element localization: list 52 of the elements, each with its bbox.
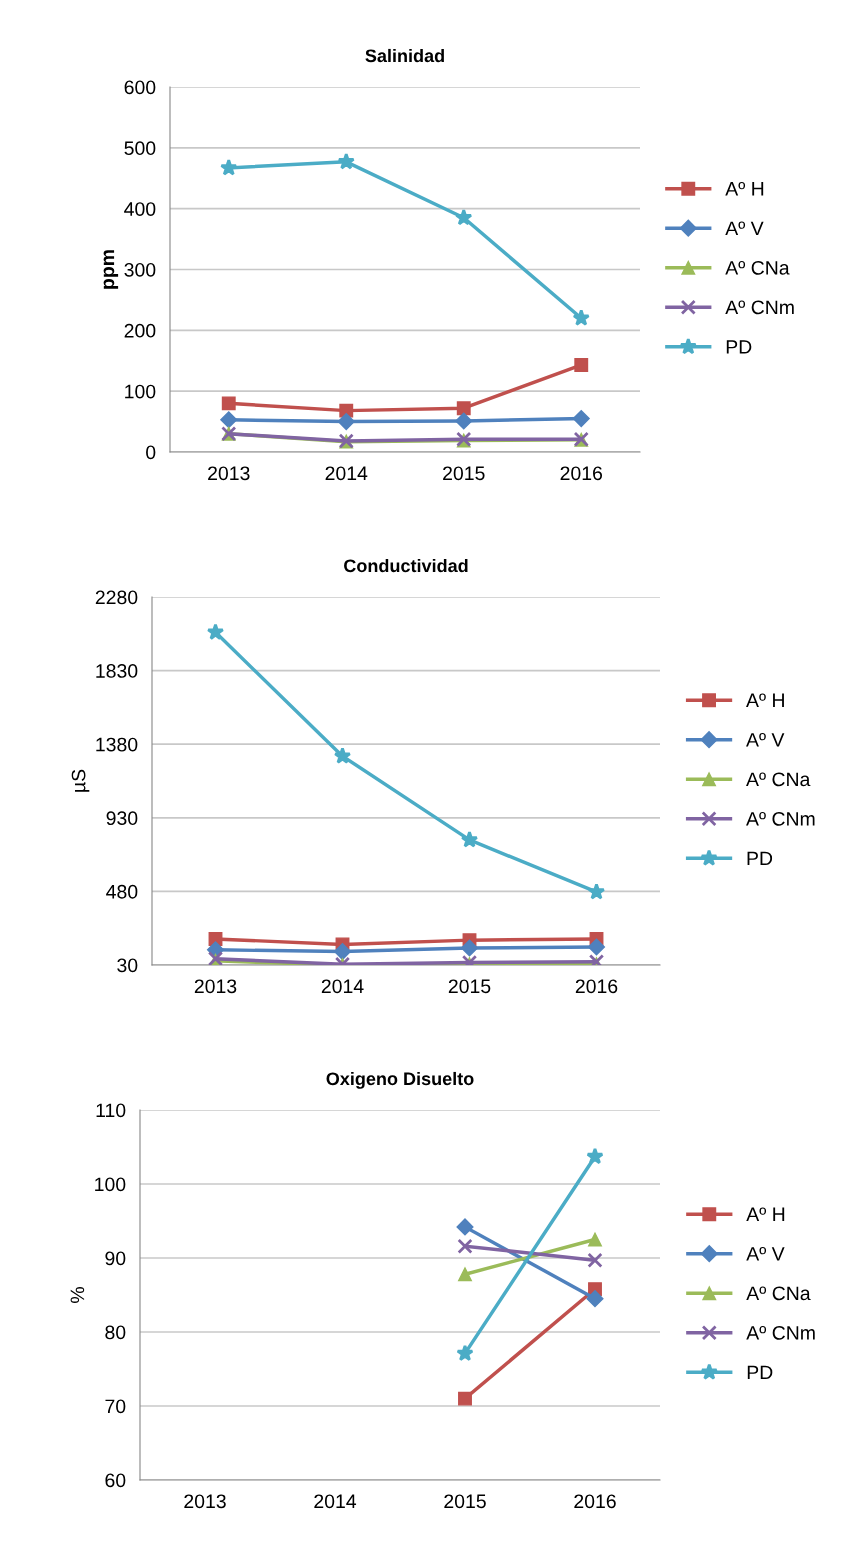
y-tick-label: 500 <box>124 141 156 156</box>
y-tick-label: 90 <box>105 1251 126 1266</box>
legend-label: Aº V <box>746 1246 785 1261</box>
legend-label: Aº CNm <box>725 300 794 315</box>
legend-label: Aº V <box>746 732 785 747</box>
legend-label: Aº H <box>746 693 784 707</box>
legend-label: Aº CNm <box>746 1325 815 1340</box>
x-tick-label: 2015 <box>448 979 491 994</box>
legend-label: Aº H <box>725 181 764 196</box>
y-axis-title: µS <box>71 769 90 792</box>
x-tick-label: 2013 <box>208 466 250 481</box>
y-tick-label: 400 <box>124 202 156 216</box>
y-axis-title: % <box>70 1287 85 1303</box>
y-tick-label: 930 <box>106 811 138 826</box>
x-tick-label: 2014 <box>321 979 364 994</box>
legend-label: Aº V <box>725 221 764 236</box>
chart-title: Salinidad <box>365 48 444 63</box>
y-tick-label: 110 <box>96 1103 126 1118</box>
x-tick-label: 2016 <box>575 979 618 994</box>
y-tick-label: 30 <box>117 958 138 973</box>
y-tick-label: 200 <box>124 323 156 338</box>
x-tick-label: 2016 <box>574 1494 616 1509</box>
x-tick-label: 2015 <box>444 1494 486 1509</box>
y-tick-label: 0 <box>146 445 156 460</box>
y-tick-label: 1380 <box>96 737 138 752</box>
x-tick-label: 2013 <box>184 1494 226 1509</box>
chart-title: Conductividad <box>344 558 468 573</box>
legend-label: PD <box>726 340 752 354</box>
y-tick-label: 80 <box>105 1325 126 1340</box>
x-tick-label: 2015 <box>443 466 485 481</box>
x-tick-label: 2014 <box>314 1494 357 1509</box>
x-tick-label: 2016 <box>560 466 603 481</box>
y-tick-label: 480 <box>106 884 138 899</box>
y-tick-label: 600 <box>124 80 156 95</box>
x-tick-label: 2014 <box>325 466 368 481</box>
y-tick-label: 2280 <box>95 590 138 605</box>
legend-label: Aº CNa <box>725 260 790 275</box>
chart-title: Oxigeno Disuelto <box>326 1071 474 1089</box>
y-axis-title: ppm <box>103 250 119 289</box>
y-tick-label: 100 <box>95 1177 126 1192</box>
y-tick-label: 60 <box>105 1473 126 1488</box>
legend-label: Aº H <box>746 1207 785 1221</box>
y-tick-label: 100 <box>125 384 156 399</box>
y-tick-label: 300 <box>124 262 156 277</box>
y-tick-label: 1830 <box>96 664 138 678</box>
legend-label: Aº CNa <box>746 772 811 787</box>
legend-label: PD <box>747 1365 773 1380</box>
y-tick-label: 70 <box>105 1399 126 1414</box>
legend-label: PD <box>747 851 773 866</box>
legend-label: Aº CNm <box>746 811 815 826</box>
legend-label: Aº CNa <box>746 1286 811 1301</box>
x-tick-label: 2013 <box>194 979 237 994</box>
